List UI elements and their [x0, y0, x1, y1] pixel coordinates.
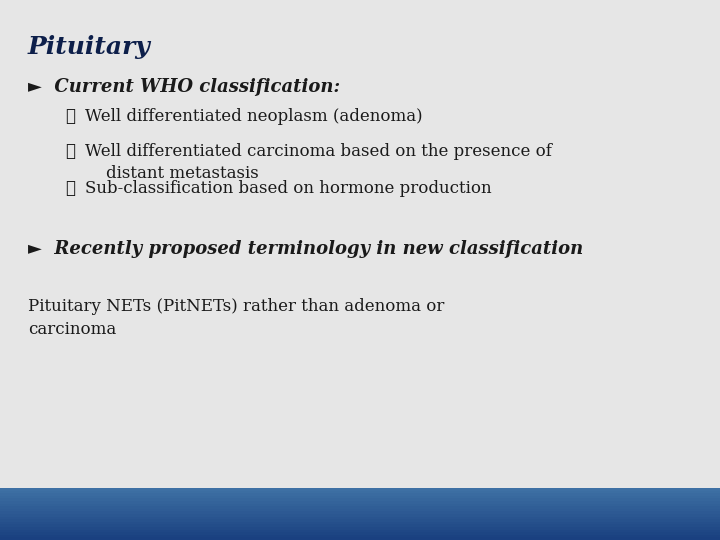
Text: Pituitary NETs (PitNETs) rather than adenoma or
carcinoma: Pituitary NETs (PitNETs) rather than ade… — [28, 298, 444, 339]
Bar — [0, 506, 720, 509]
Bar — [0, 532, 720, 535]
Text: ✓: ✓ — [65, 143, 75, 160]
Bar — [0, 524, 720, 527]
Bar — [0, 535, 720, 537]
Bar — [0, 491, 720, 493]
Text: Well differentiated carcinoma based on the presence of
    distant metastasis: Well differentiated carcinoma based on t… — [85, 143, 552, 181]
Bar — [0, 519, 720, 522]
Bar — [0, 530, 720, 532]
Bar — [0, 509, 720, 511]
Bar — [0, 514, 720, 517]
Bar — [0, 522, 720, 524]
Text: ✓: ✓ — [65, 108, 75, 125]
Text: ✓: ✓ — [65, 180, 75, 197]
Text: Sub-classification based on hormone production: Sub-classification based on hormone prod… — [85, 180, 492, 197]
Text: ►  Recently proposed terminology in new classification: ► Recently proposed terminology in new c… — [28, 240, 583, 258]
Bar — [0, 511, 720, 514]
Bar — [0, 493, 720, 496]
Bar — [0, 501, 720, 504]
Bar — [0, 496, 720, 498]
Bar — [0, 504, 720, 506]
Text: ►  Current WHO classification:: ► Current WHO classification: — [28, 78, 340, 96]
Bar — [0, 527, 720, 530]
Bar — [0, 537, 720, 540]
Text: Pituitary: Pituitary — [28, 35, 150, 59]
Bar — [0, 488, 720, 491]
Bar — [0, 498, 720, 501]
Text: Well differentiated neoplasm (adenoma): Well differentiated neoplasm (adenoma) — [85, 108, 423, 125]
Bar — [0, 517, 720, 519]
